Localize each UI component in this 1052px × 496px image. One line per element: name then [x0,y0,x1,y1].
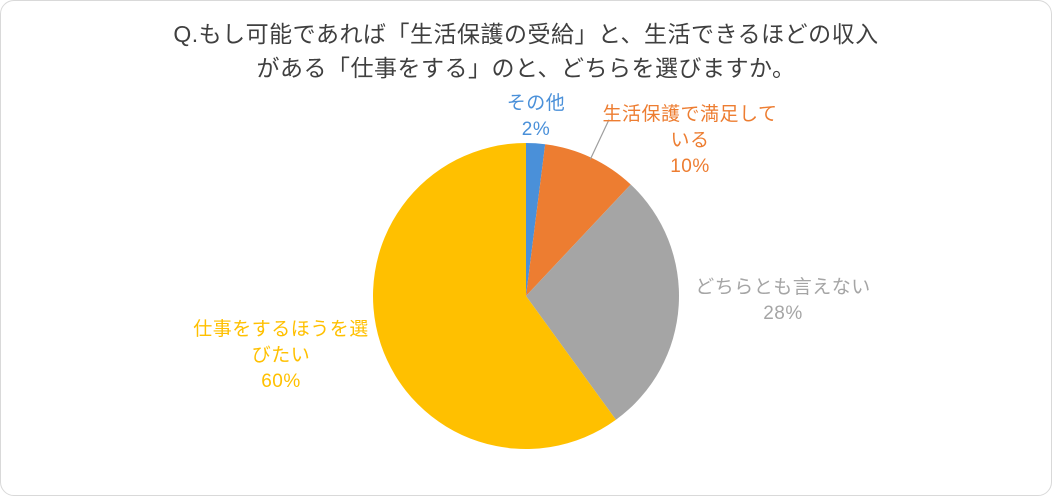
pie-slice-welfare-satisfied [526,144,631,296]
pie-slice-neither [526,184,680,420]
pie-label-other-pct: 2% [521,119,551,140]
pie-label-welfare-satisfied: 生活保護で満足して いる 10% [584,102,796,180]
pie-label-work-text1: 仕事をするほうを選 [193,319,369,340]
pie-slice-other [526,143,546,296]
pie-label-neither-text: どちらとも言えない [695,277,871,298]
chart-title-line1: Q.もし可能であれば「生活保護の受給」と、生活できるほどの収入 [173,21,879,47]
pie-label-other-text: その他 [506,93,566,114]
leader-line-welfare-satisfied [589,119,610,160]
pie-label-other: その他 2% [476,91,596,143]
pie-label-welfare-text2: いる [670,130,710,151]
pie-label-welfare-pct: 10% [670,156,710,177]
pie-label-work-pct: 60% [261,371,301,392]
pie-label-neither: どちらとも言えない 28% [673,275,893,327]
pie-label-welfare-text1: 生活保護で満足して [602,104,778,125]
chart-title-line2: がある「仕事をする」のと、どちらを選びますか。 [256,55,796,81]
pie-slice-choose-work [372,143,616,449]
pie-label-work-text2: びたい [251,345,311,366]
chart-title: Q.もし可能であれば「生活保護の受給」と、生活できるほどの収入 がある「仕事をす… [1,17,1051,85]
pie-label-neither-pct: 28% [763,303,803,324]
pie-label-choose-work: 仕事をするほうを選 びたい 60% [171,317,391,395]
